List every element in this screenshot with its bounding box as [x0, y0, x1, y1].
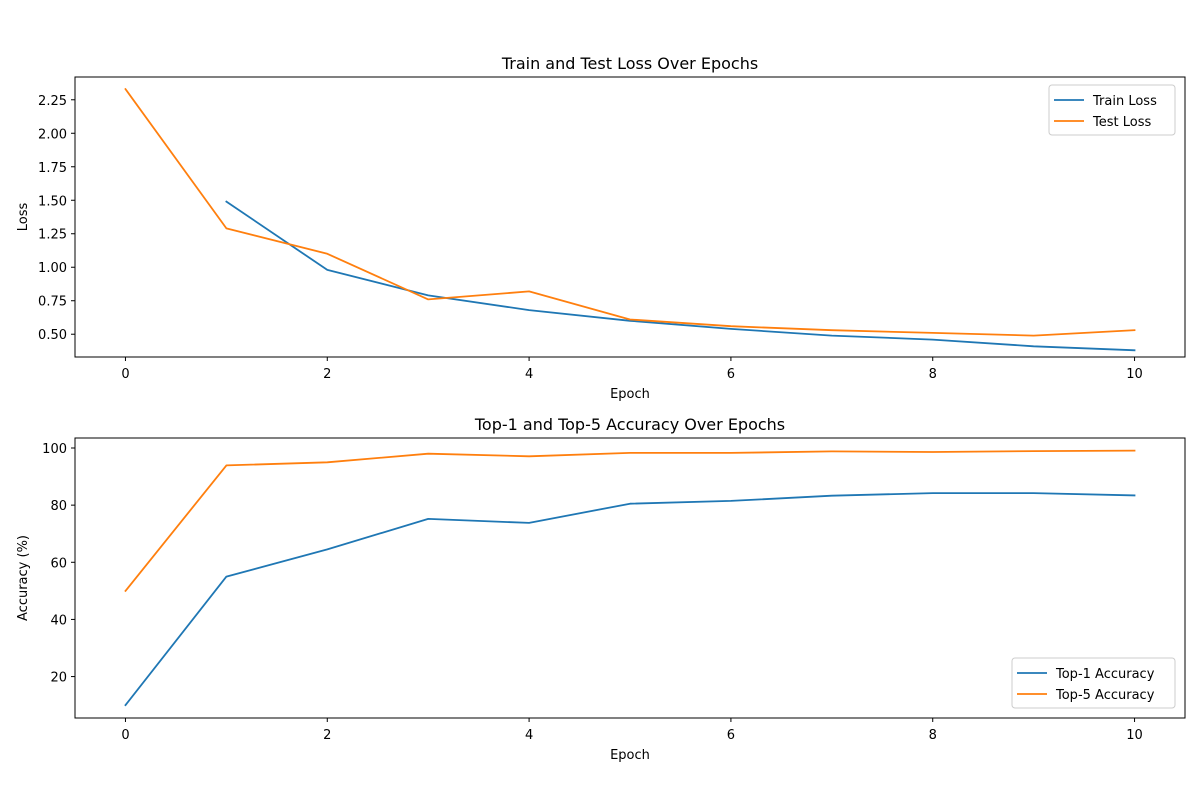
y-tick-label: 40: [50, 613, 67, 628]
x-tick-label: 8: [929, 728, 937, 743]
chart-title: Train and Test Loss Over Epochs: [501, 54, 758, 73]
x-tick-label: 10: [1126, 367, 1143, 382]
x-axis-label: Epoch: [610, 387, 650, 402]
plot-frame: [74, 76, 1186, 358]
chart-panel: Train and Test Loss Over Epochs 0 2 4 6 8 10 0.…: [16, 54, 1186, 402]
legend: Top-1 Accuracy Top-5 Accuracy: [1011, 657, 1176, 709]
x-tick-label: 8: [929, 367, 937, 382]
series-line: [124, 492, 1136, 707]
legend-label: Top-1 Accuracy: [1055, 667, 1155, 682]
legend-box: [1048, 84, 1176, 136]
legend-box: [1011, 657, 1176, 709]
x-tick-label: 2: [323, 728, 331, 743]
x-axis-label: Epoch: [610, 748, 650, 763]
x-tick-label: 10: [1126, 728, 1143, 743]
x-tick-label: 4: [525, 367, 533, 382]
y-tick-label: 100: [42, 442, 67, 457]
legend-label: Train Loss: [1092, 94, 1157, 109]
legend: Train Loss Test Loss: [1048, 84, 1176, 136]
x-tick-label: 4: [525, 728, 533, 743]
y-tick-label: 1.50: [38, 194, 67, 209]
x-tick-label: 6: [727, 728, 735, 743]
series-line: [124, 449, 1136, 593]
x-tick-label: 0: [121, 367, 129, 382]
y-tick-label: 1.75: [38, 161, 67, 176]
y-tick-label: 1.00: [38, 261, 67, 276]
series-line: [225, 200, 1136, 352]
series-line: [124, 87, 1136, 337]
y-tick-label: 20: [50, 671, 67, 686]
y-tick-label: 80: [50, 499, 67, 514]
legend-label: Top-5 Accuracy: [1055, 688, 1155, 703]
y-tick-label: 1.25: [38, 228, 67, 243]
y-axis-label: Loss: [16, 203, 31, 232]
chart-panel: Top-1 and Top-5 Accuracy Over Epochs 0 2 4 6…: [16, 415, 1186, 763]
y-tick-label: 0.50: [38, 328, 67, 343]
y-tick-label: 2.25: [38, 94, 67, 109]
y-tick-label: 60: [50, 556, 67, 571]
x-tick-label: 2: [323, 367, 331, 382]
y-axis-label: Accuracy (%): [16, 535, 31, 621]
x-tick-label: 6: [727, 367, 735, 382]
chart-title: Top-1 and Top-5 Accuracy Over Epochs: [474, 415, 785, 434]
legend-label: Test Loss: [1092, 115, 1151, 130]
plot-frame: [74, 437, 1186, 719]
y-tick-label: 0.75: [38, 295, 67, 310]
y-tick-label: 2.00: [38, 127, 67, 142]
x-tick-label: 0: [121, 728, 129, 743]
